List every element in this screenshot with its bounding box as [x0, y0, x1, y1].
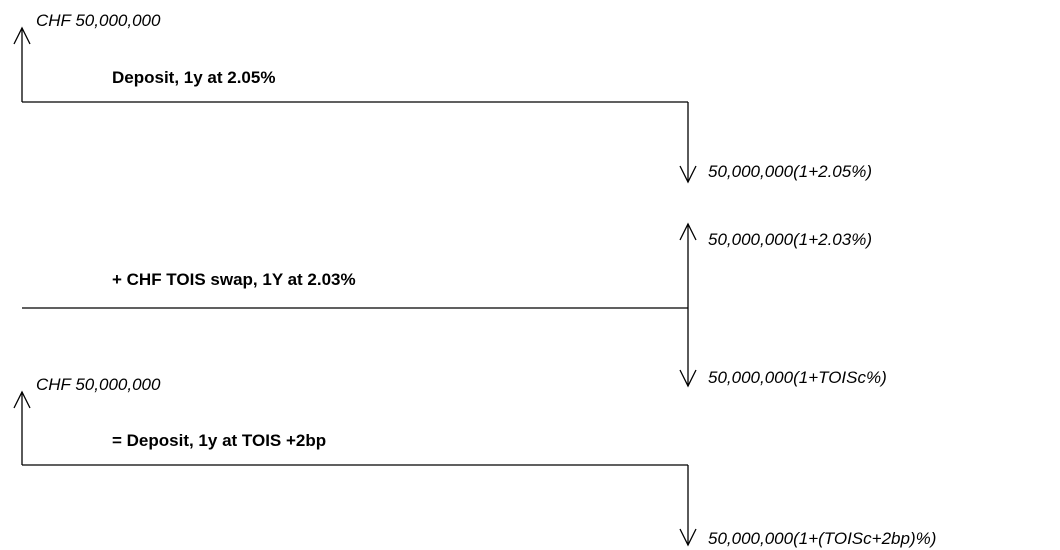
- inflow: 50,000,000(1+2.03%): [708, 230, 872, 249]
- section-label: = Deposit, 1y at TOIS +2bp: [112, 431, 326, 450]
- outflow: 50,000,000(1+2.05%): [708, 162, 872, 181]
- arrow-head: [679, 222, 697, 241]
- outflow: 50,000,000(1+TOISc%): [708, 368, 887, 387]
- notional: CHF 50,000,000: [36, 11, 161, 30]
- section-label: Deposit, 1y at 2.05%: [112, 68, 275, 87]
- arrow-head: [13, 390, 31, 409]
- arrow-head: [679, 528, 697, 547]
- arrow-head: [679, 165, 697, 184]
- outflow: 50,000,000(1+(TOISc+2bp)%): [708, 529, 936, 548]
- notional: CHF 50,000,000: [36, 375, 161, 394]
- arrow-head: [679, 369, 697, 388]
- section-label: + CHF TOIS swap, 1Y at 2.03%: [112, 270, 356, 289]
- arrow-head: [13, 26, 31, 45]
